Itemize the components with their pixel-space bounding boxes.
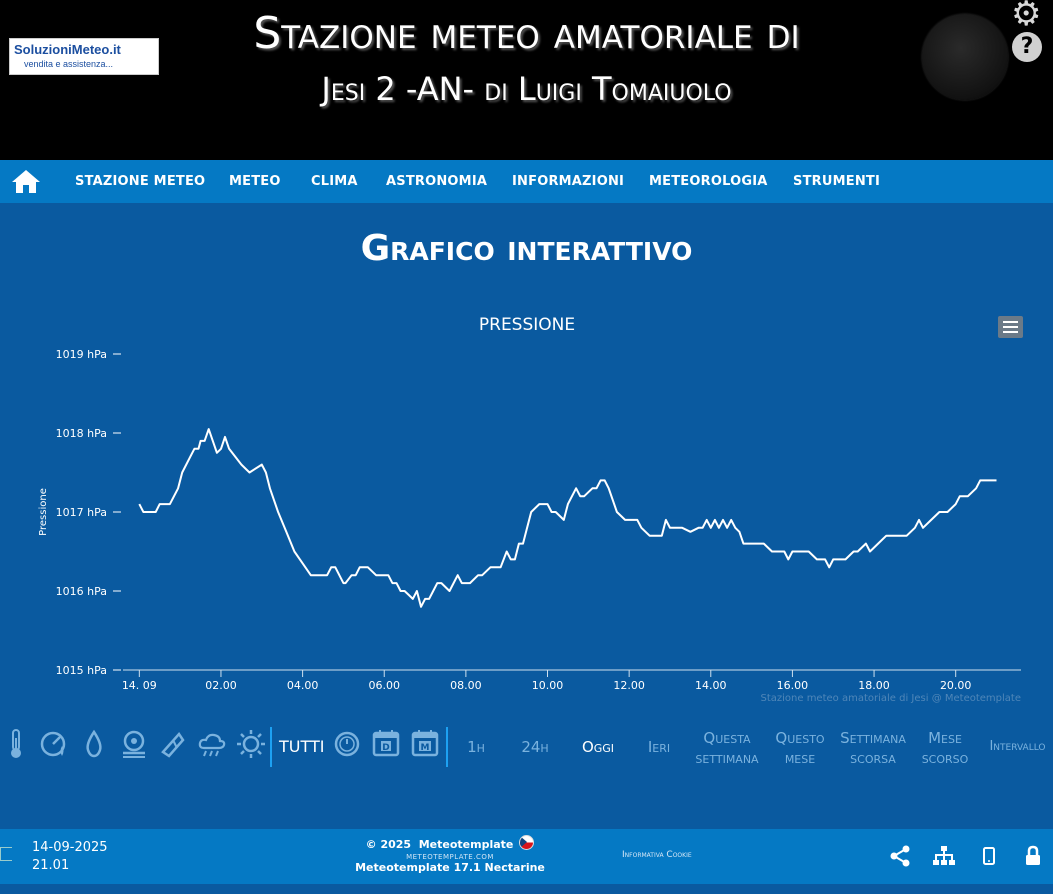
moon-phase-image: [922, 14, 1008, 100]
footer-datetime: 14-09-2025 21.01: [32, 839, 108, 875]
x-tick-label: 02.00: [205, 679, 237, 692]
sitemap-icon[interactable]: [932, 845, 956, 871]
humidity-icon[interactable]: [40, 728, 70, 764]
svg-text:M: M: [421, 743, 430, 753]
footer-date: 14-09-2025: [32, 840, 108, 855]
site-header: SoluzioniMeteo.it vendita e assistenza..…: [0, 0, 1053, 160]
help-icon[interactable]: ?: [1012, 32, 1042, 62]
logo-title: SoluzioniMeteo.it: [14, 42, 121, 57]
nav-astronomia[interactable]: ASTRONOMIA: [386, 174, 488, 189]
pressure-chart: PRESSIONE Pressione 1015 hPa 1016 hPa 1017 h…: [38, 315, 1021, 704]
range-label: Ieri: [647, 738, 671, 756]
x-tick-label: 20.00: [940, 679, 972, 692]
x-tick-label: 18.00: [858, 679, 890, 692]
toolbar-separator: [270, 727, 272, 767]
footer-strip: [0, 884, 1053, 894]
nav-meteo[interactable]: METEO: [229, 174, 281, 189]
czech-flag-icon: [519, 835, 535, 850]
range-label: Oggi: [581, 738, 615, 756]
mobile-icon[interactable]: [983, 845, 995, 871]
x-tick-label: 14. 09: [122, 679, 157, 692]
pressure-series-line: [138, 428, 997, 608]
station-title: Stazione meteo amatoriale di: [253, 8, 800, 59]
gear-icon[interactable]: ⚙: [1011, 0, 1042, 34]
y-tick-label: 1015 hPa: [56, 664, 107, 677]
chart-title: PRESSIONE: [479, 315, 575, 335]
chart-menu-button[interactable]: [998, 316, 1023, 338]
y-tick-label: 1019 hPa: [56, 348, 107, 361]
x-tick-label: 12.00: [613, 679, 645, 692]
nav-stazione-meteo[interactable]: STAZIONE METEO: [75, 174, 206, 189]
nav-clima[interactable]: CLIMA: [311, 174, 358, 189]
clock-icon[interactable]: [333, 728, 361, 764]
range-settimana-scorsa[interactable]: Settimana scorsa: [836, 728, 910, 768]
thermometer-icon[interactable]: [6, 728, 26, 764]
footer-copyright: © 2025: [365, 838, 412, 851]
logo-subtitle: vendita e assistenza...: [24, 59, 114, 69]
range-1h[interactable]: 1h: [455, 737, 497, 757]
footer-time: 21.01: [32, 858, 70, 873]
footer-version: Meteotemplate 17.1 Nectarine: [355, 861, 545, 874]
drop-icon[interactable]: [83, 728, 105, 764]
range-questa-settimana[interactable]: Questa settimana: [690, 728, 764, 768]
x-tick-label: 10.00: [532, 679, 564, 692]
cookie-link[interactable]: Informativa Cookie: [622, 850, 692, 860]
tutti-button[interactable]: TUTTI: [279, 737, 325, 756]
soluzionimeteo-logo[interactable]: SoluzioniMeteo.it vendita e assistenza..…: [9, 38, 159, 75]
broken-image-icon: [0, 847, 12, 861]
range-intervallo[interactable]: Intervallo: [982, 737, 1053, 757]
nav-strumenti[interactable]: STRUMENTI: [793, 174, 880, 189]
home-icon[interactable]: [10, 168, 42, 198]
sun-icon[interactable]: [236, 728, 266, 764]
y-tick-label: 1016 hPa: [56, 585, 107, 598]
nav-meteorologia[interactable]: METEOROLOGIA: [649, 174, 768, 189]
range-label: 24h: [521, 738, 549, 756]
svg-text:D: D: [382, 743, 389, 753]
rain-icon[interactable]: [197, 728, 227, 764]
y-tick-label: 1018 hPa: [56, 427, 107, 440]
range-label: scorso: [921, 749, 969, 767]
pressure-icon[interactable]: [120, 728, 148, 764]
month-calendar-icon[interactable]: M: [411, 728, 439, 764]
range-label: Questo: [775, 729, 825, 747]
nav-informazioni[interactable]: INFORMAZIONI: [512, 174, 625, 189]
range-mese-scorso[interactable]: Mese scorso: [918, 728, 972, 768]
lock-icon[interactable]: [1025, 845, 1041, 871]
range-label: Intervallo: [989, 739, 1046, 754]
range-label: settimana: [695, 749, 759, 767]
range-label: Settimana: [840, 729, 906, 747]
range-questo-mese[interactable]: Questo mese: [770, 728, 830, 768]
range-label: 1h: [467, 738, 485, 756]
range-label: Questa: [703, 729, 751, 747]
range-label: mese: [784, 749, 816, 767]
site-footer: 14-09-2025 21.01 © 2025 Meteotemplate ME…: [0, 829, 1053, 884]
wind-icon[interactable]: [159, 728, 187, 764]
range-ieri[interactable]: Ieri: [639, 737, 679, 757]
x-tick-label: 04.00: [287, 679, 319, 692]
range-oggi[interactable]: Oggi: [574, 737, 622, 757]
y-axis-title: Pressione: [38, 488, 49, 536]
range-24h[interactable]: 24h: [512, 737, 558, 757]
x-tick-label: 16.00: [777, 679, 809, 692]
page-title: Grafico interattivo: [360, 228, 693, 269]
station-subtitle: Jesi 2 -AN- di Luigi Tomaiuolo: [321, 70, 732, 108]
day-calendar-icon[interactable]: D: [372, 728, 400, 764]
range-label: Mese: [928, 729, 962, 747]
chart-credits: Stazione meteo amatoriale di Jesi @ Mete…: [760, 693, 1021, 704]
share-icon[interactable]: [889, 845, 911, 871]
toolbar-separator: [446, 727, 448, 767]
x-tick-label: 14.00: [695, 679, 727, 692]
y-tick-label: 1017 hPa: [56, 506, 107, 519]
range-label: scorsa: [850, 749, 896, 767]
footer-site[interactable]: METEOTEMPLATE.COM: [406, 853, 494, 861]
main-navigation: STAZIONE METEO METEO CLIMA ASTRONOMIA IN…: [0, 160, 1053, 203]
x-tick-label: 06.00: [368, 679, 400, 692]
x-tick-label: 08.00: [450, 679, 482, 692]
footer-credits: © 2025 Meteotemplate METEOTEMPLATE.COM M…: [330, 835, 570, 874]
footer-brand[interactable]: Meteotemplate: [418, 838, 514, 851]
